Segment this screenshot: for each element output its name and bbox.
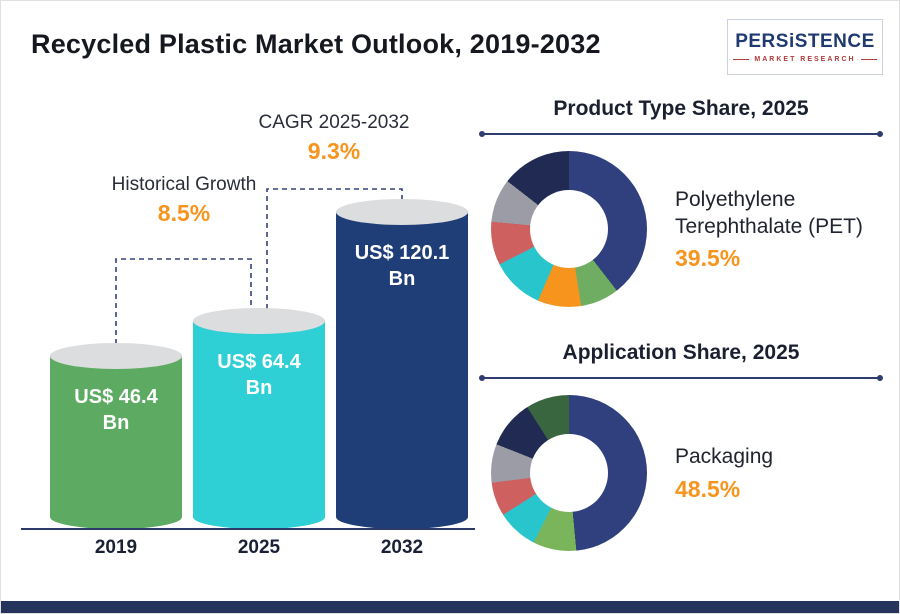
application-share-row: Packaging 48.5% bbox=[479, 395, 883, 551]
page-title: Recycled Plastic Market Outlook, 2019-20… bbox=[31, 29, 601, 59]
application-share-section: Application Share, 2025 Packaging 48.5% bbox=[479, 341, 883, 551]
x-tick-2032: 2032 bbox=[380, 537, 424, 558]
logo-rule-left bbox=[733, 59, 750, 60]
product-type-share-section: Product Type Share, 2025 Polyethylene Te… bbox=[479, 97, 883, 307]
growth-connectors bbox=[115, 188, 403, 344]
product-share-label: Polyethylene Terephthalate (PET) 39.5% bbox=[675, 186, 871, 273]
product-share-divider bbox=[479, 131, 883, 137]
application-highlight-name: Packaging bbox=[675, 445, 774, 469]
x-tick-2025: 2025 bbox=[237, 537, 281, 558]
product-share-heading: Product Type Share, 2025 bbox=[553, 97, 809, 120]
bar-2025-value: US$ 64.4 Bn bbox=[217, 351, 301, 399]
company-logo: PERSiSTENCE MARKET RESEARCH bbox=[727, 19, 883, 75]
logo-brand-text: PERSiSTENCE bbox=[735, 31, 875, 52]
logo-rule-right bbox=[860, 59, 877, 60]
product-highlight-name: Polyethylene Terephthalate (PET) bbox=[675, 187, 863, 238]
application-share-divider bbox=[479, 375, 883, 381]
bar-2032: US$ 120.1 Bn bbox=[336, 199, 468, 529]
bar-2025: US$ 64.4 Bn bbox=[193, 308, 325, 529]
bar-2019-value: US$ 46.4 Bn bbox=[74, 386, 158, 434]
annotation-cagr: CAGR 2025-2032 9.3% bbox=[239, 111, 429, 165]
bar-2032-value: US$ 120.1 Bn bbox=[354, 242, 450, 290]
application-share-heading: Application Share, 2025 bbox=[562, 341, 800, 364]
logo-tagline-text: MARKET RESEARCH bbox=[754, 56, 856, 63]
product-type-donut-chart bbox=[491, 151, 647, 307]
market-size-bar-chart: Historical Growth 8.5% CAGR 2025-2032 9.… bbox=[21, 93, 491, 563]
logo-tagline-row: MARKET RESEARCH bbox=[733, 56, 877, 63]
annotation-historical-value: 8.5% bbox=[157, 199, 211, 226]
application-highlight-percent: 48.5% bbox=[675, 475, 741, 502]
product-share-row: Polyethylene Terephthalate (PET) 39.5% bbox=[479, 151, 883, 307]
product-highlight-percent: 39.5% bbox=[675, 245, 741, 272]
x-axis-line bbox=[21, 528, 475, 530]
footer-accent-bar bbox=[1, 601, 899, 613]
application-donut-chart bbox=[491, 395, 647, 551]
annotation-historical-growth: Historical Growth 8.5% bbox=[109, 173, 259, 227]
application-share-label: Packaging 48.5% bbox=[675, 443, 773, 502]
historical-growth-connector bbox=[115, 258, 252, 344]
bar-2019: US$ 46.4 Bn bbox=[50, 343, 182, 529]
annotation-cagr-value: 9.3% bbox=[307, 137, 361, 164]
annotation-cagr-label: CAGR 2025-2032 bbox=[258, 112, 410, 133]
x-tick-2019: 2019 bbox=[94, 537, 138, 558]
annotation-historical-label: Historical Growth bbox=[111, 174, 257, 195]
